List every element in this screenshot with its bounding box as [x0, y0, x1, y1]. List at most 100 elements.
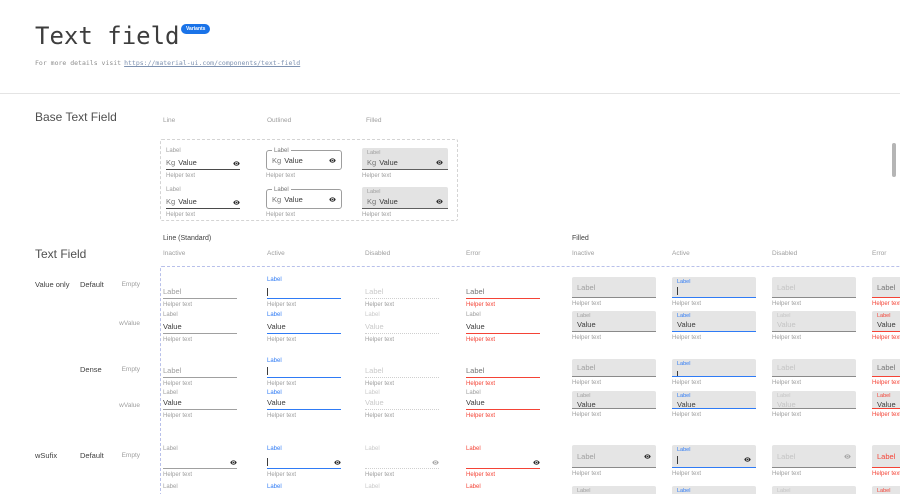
filled-input[interactable]: Label	[572, 359, 656, 377]
filled-input[interactable]: Label	[772, 359, 856, 377]
filled-input[interactable]: Label	[572, 445, 656, 468]
text-field-filled-active-empty[interactable]: Label Helper text	[672, 277, 756, 307]
text-field-filled-disabled-empty[interactable]: Label Helper text	[772, 359, 856, 386]
text-field-filled-error-empty[interactable]: Label Helper text	[872, 445, 900, 477]
filled-input[interactable]: Label	[872, 445, 900, 468]
text-input[interactable]: Label	[466, 365, 540, 378]
text-input[interactable]: Label Kg Value	[266, 186, 342, 209]
text-field-filled-error-empty[interactable]: Label Helper text	[872, 359, 900, 386]
visibility-icon[interactable]	[329, 157, 336, 164]
text-field-line-disabled-empty[interactable]: Label Helper text	[365, 445, 439, 478]
text-input[interactable]: Value	[163, 397, 237, 410]
base-text-field-outlined[interactable]: Label Kg Value Helper text	[266, 147, 342, 179]
text-input[interactable]: Value	[466, 397, 540, 410]
filled-input[interactable]: Label	[872, 359, 900, 377]
text-field-filled-disabled-empty[interactable]: Label Helper text	[772, 445, 856, 477]
text-input[interactable]: Label Kg Value	[362, 187, 448, 209]
text-field-line-error-empty[interactable]: Label Helper text	[466, 276, 540, 308]
text-field-line-active-empty[interactable]: Label Helper text	[267, 445, 341, 478]
text-field-line-active-empty[interactable]: Label Helper text	[267, 276, 341, 308]
text-input[interactable]	[267, 453, 341, 469]
text-input[interactable]: Value	[163, 319, 237, 334]
filled-input[interactable]: Label	[672, 359, 756, 377]
text-field-line-disabled-empty[interactable]: Label Helper text	[365, 276, 439, 308]
text-input[interactable]	[267, 284, 341, 299]
text-field-filled-inactive-empty[interactable]: Label Helper text	[572, 445, 656, 477]
visibility-icon[interactable]	[744, 456, 751, 463]
text-field-filled-inactive-empty[interactable]: Label Helper text	[572, 359, 656, 386]
visibility-icon[interactable]	[334, 459, 341, 466]
text-input[interactable]: Label	[163, 365, 237, 378]
visibility-icon[interactable]	[644, 453, 651, 460]
text-input[interactable]: Label Kg Value	[362, 148, 448, 170]
base-text-field-outlined[interactable]: Label Kg Value Helper text	[266, 186, 342, 218]
filled-input[interactable]: Label	[572, 277, 656, 298]
visibility-icon[interactable]	[329, 196, 336, 203]
text-field-filled-inactive-empty[interactable]: Label Helper text	[572, 277, 656, 307]
text-field-line-inactive-empty[interactable]: Label Helper text	[163, 357, 237, 387]
base-text-field-filled[interactable]: Label Kg Value Helper text	[362, 187, 448, 218]
visibility-icon[interactable]	[533, 459, 540, 466]
scrollbar[interactable]	[892, 143, 896, 177]
visibility-icon[interactable]	[233, 199, 240, 206]
text-input[interactable]	[466, 453, 540, 469]
base-text-field-line[interactable]: Label Kg Value Helper text	[166, 147, 240, 179]
text-input[interactable]: Kg Value	[166, 155, 240, 170]
text-input[interactable]	[365, 453, 439, 469]
text-field-line-active-with-value[interactable]: Label Value Helper text	[267, 389, 341, 419]
text-input[interactable]	[267, 365, 341, 378]
text-input[interactable]: Value	[466, 319, 540, 334]
text-field-line-active-with-value[interactable]: Label Value Helper text	[267, 311, 341, 343]
text-field-filled-disabled-empty[interactable]: Label Helper text	[772, 277, 856, 307]
text-field-filled-error-empty[interactable]: Label Helper text	[872, 277, 900, 307]
text-input[interactable]: Label Kg Value	[266, 147, 342, 170]
visibility-icon[interactable]	[230, 459, 237, 466]
text-input[interactable]: Value	[365, 397, 439, 410]
text-field-line-disabled-empty[interactable]: Label Helper text	[365, 357, 439, 387]
text-field-line-inactive-empty[interactable]: Label Helper text	[163, 445, 237, 478]
text-input[interactable]: Value	[365, 319, 439, 334]
filled-input[interactable]: Label	[672, 277, 756, 298]
base-text-field-filled[interactable]: Label Kg Value Helper text	[362, 148, 448, 179]
docs-link[interactable]: https://material-ui.com/components/text-…	[124, 59, 301, 67]
visibility-icon[interactable]	[233, 160, 240, 167]
visibility-icon[interactable]	[432, 459, 439, 466]
text-field-filled-active-empty[interactable]: Label Helper text	[672, 445, 756, 477]
text-field-line-active-empty[interactable]: Label Helper text	[267, 357, 341, 387]
visibility-icon[interactable]	[436, 198, 443, 205]
text-field-filled-active-empty[interactable]: Label Helper text	[672, 359, 756, 386]
text-input[interactable]: Value	[267, 397, 341, 410]
visibility-icon[interactable]	[436, 159, 443, 166]
text-input[interactable]: Label	[365, 365, 439, 378]
text-field-line-inactive-empty[interactable]: Label Helper text	[163, 276, 237, 308]
